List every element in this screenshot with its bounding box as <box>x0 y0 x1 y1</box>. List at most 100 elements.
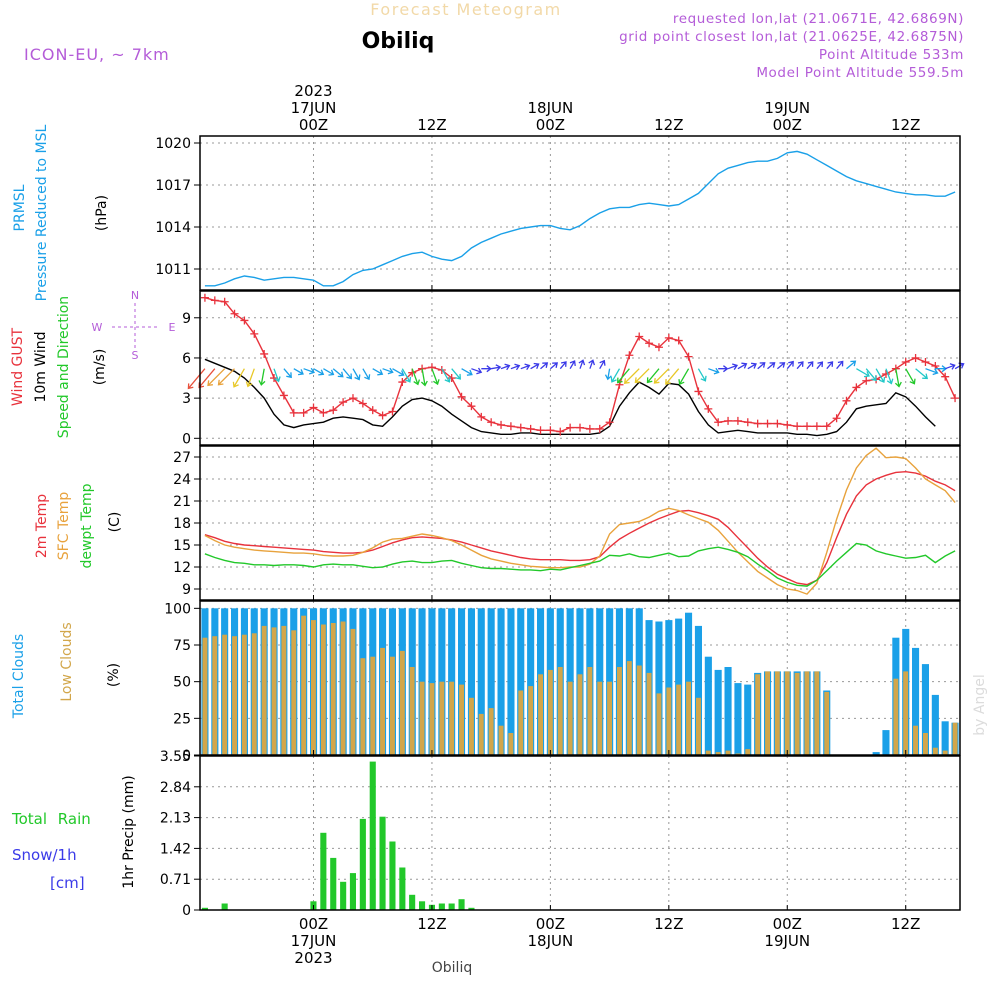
wind-vector <box>451 368 462 380</box>
clouds-low-clouds-bar <box>232 636 237 755</box>
clouds-low-clouds-bar <box>696 697 701 755</box>
wind-vector <box>865 368 877 382</box>
gust-point <box>832 414 841 423</box>
clouds-total-clouds-bar <box>734 683 742 755</box>
wind-vector <box>665 368 680 385</box>
gust-point <box>674 336 683 345</box>
wind-vector <box>481 365 492 373</box>
time-label-bottom: 00Z <box>536 915 565 933</box>
clouds-low-clouds-bar <box>557 667 563 755</box>
gust-point <box>664 333 673 342</box>
compass-s: S <box>132 349 139 362</box>
clouds-low-clouds-bar <box>251 633 257 755</box>
clouds-low-clouds-bar <box>725 750 731 755</box>
wind-vector <box>342 368 352 380</box>
compass-n: N <box>131 289 139 302</box>
wind-vector <box>187 368 206 390</box>
wind-vector <box>303 367 316 375</box>
wind-frame <box>199 290 961 446</box>
clouds-low-clouds-bar <box>222 634 228 755</box>
time-label-top: 12Z <box>654 116 683 134</box>
time-label-top: 12Z <box>891 116 920 134</box>
precipitation-total-rain-bar <box>221 903 228 910</box>
clouds-low-clouds-bar <box>212 636 218 755</box>
clouds-low-clouds-bar <box>449 681 455 755</box>
gust-point <box>724 416 733 425</box>
gust-point <box>635 332 644 341</box>
clouds-low-clouds-bar <box>241 634 247 755</box>
clouds-total-clouds-bar <box>655 621 663 755</box>
wind-ytick-label: 9 <box>182 311 191 327</box>
gust-point <box>329 406 338 415</box>
clouds-low-clouds-bar <box>705 750 711 755</box>
gust-point <box>506 422 515 431</box>
temperature-ytick-label: 15 <box>173 538 191 554</box>
compass-e: E <box>169 321 176 334</box>
time-label-top: 12Z <box>417 116 446 134</box>
snow-unit-label: [cm] <box>50 874 85 892</box>
clouds-low-clouds-bar <box>488 708 494 755</box>
gust-point <box>447 374 456 383</box>
gust-point <box>812 422 821 431</box>
wind-vector <box>471 367 483 375</box>
clouds-ytick-label: 75 <box>173 638 191 654</box>
gust-point <box>822 422 831 431</box>
gust-point <box>951 394 960 403</box>
wind-vector <box>362 368 371 381</box>
gust-point <box>220 297 229 306</box>
time-label-bottom: 17JUN <box>291 932 337 950</box>
precipitation-total-rain-bar <box>359 818 366 910</box>
wind-vector <box>623 368 640 384</box>
gust-point <box>852 383 861 392</box>
wind10m-label: 10m Wind <box>33 331 49 402</box>
wind-vector <box>293 368 304 376</box>
precipitation-total-rain-bar <box>419 901 426 910</box>
clouds-low-clouds-bar <box>952 722 958 755</box>
precipitation-ytick-label: 0 <box>182 903 191 919</box>
clouds-low-clouds-bar <box>459 684 464 755</box>
wind-vector <box>569 360 576 370</box>
wind-vector <box>806 361 814 370</box>
clouds-ytick-label: 100 <box>164 601 191 617</box>
total-rain-label: Total Rain <box>11 810 91 828</box>
wind-vector <box>944 363 956 370</box>
clouds-total-clouds-bar <box>487 608 495 755</box>
clouds-frame <box>199 600 961 756</box>
gust-point <box>378 411 387 420</box>
wind-vector <box>816 361 824 370</box>
gust-point <box>773 419 782 428</box>
pressure-ytick-label: 1011 <box>155 262 191 278</box>
clouds-low-clouds-bar <box>508 733 514 755</box>
precipitation-total-rain-bar <box>458 899 465 910</box>
gridpoint-coords: grid point closest lon,lat (21.0625E, 42… <box>619 29 964 45</box>
clouds-low-clouds-bar <box>784 671 790 755</box>
pressure-frame <box>199 135 961 291</box>
temperature-ytick-label: 27 <box>173 450 191 466</box>
clouds-total-clouds-bar <box>606 608 614 755</box>
clouds-total-clouds-bar <box>941 721 949 755</box>
clouds-low-clouds-bar <box>923 733 928 755</box>
clouds-low-clouds-bar <box>478 713 484 755</box>
precipitation-ytick-label: 2.13 <box>160 811 191 827</box>
gust-point <box>388 407 397 416</box>
clouds-total-clouds-bar <box>428 608 436 755</box>
wind-vector <box>382 367 394 375</box>
product-title: Forecast Meteogram <box>370 0 561 19</box>
precipitation-ytick-label: 2.84 <box>160 780 191 796</box>
gust-point <box>487 418 496 427</box>
wind-vector <box>767 362 776 370</box>
precipitation-total-rain-bar <box>330 857 337 910</box>
wind-vector <box>875 368 886 384</box>
gust-point <box>358 399 367 408</box>
wind-vector <box>217 368 235 386</box>
time-label-bottom: 12Z <box>417 915 446 933</box>
wind-vector <box>727 363 739 370</box>
clouds-low-clouds-bar <box>281 625 287 755</box>
clouds-low-clouds-bar <box>597 681 603 755</box>
clouds-low-clouds-bar <box>528 686 534 755</box>
wind-vector <box>441 368 451 383</box>
wind-vector <box>313 368 325 376</box>
wind-vector <box>491 364 502 372</box>
wind-vector <box>207 368 226 387</box>
clouds-low-clouds-bar <box>547 669 553 755</box>
